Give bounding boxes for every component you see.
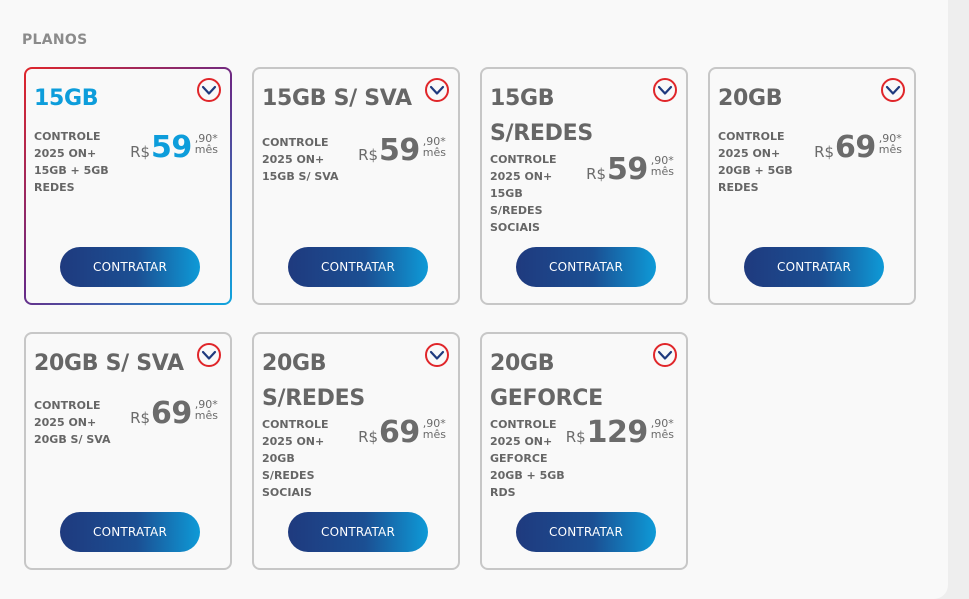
plan-description: CONTROLE 2025 ON+ 15GB + 5GB REDES — [34, 130, 109, 194]
contratar-button[interactable]: CONTRATAR — [288, 512, 428, 552]
plan-description: CONTROLE 2025 ON+ 20GB + 5GB REDES — [718, 130, 793, 194]
check-circle-icon[interactable] — [196, 342, 222, 368]
check-circle-icon[interactable] — [424, 77, 450, 103]
plan-title: 15GB S/REDES — [490, 86, 593, 146]
plan-price: R$ 59 ,90* mês — [586, 152, 674, 187]
plan-title: 20GB S/REDES — [262, 351, 365, 411]
plan-price: R$ 69 ,90* mês — [358, 415, 446, 450]
contratar-button[interactable]: CONTRATAR — [516, 247, 656, 287]
plans-panel: PLANOS 15GB CONTROLE 2025 ON+ 15GB + 5GB RE… — [0, 0, 948, 599]
plan-price: R$ 69 ,90* mês — [130, 396, 218, 431]
contratar-button[interactable]: CONTRATAR — [744, 247, 884, 287]
plan-description: CONTROLE 2025 ON+ 20GB S/REDES SOCIAIS — [262, 418, 329, 499]
contratar-button[interactable]: CONTRATAR — [60, 512, 200, 552]
check-circle-icon[interactable] — [424, 342, 450, 368]
plan-card-15gb-s-sva[interactable]: 15GB S/ SVA CONTROLE 2025 ON+ 15GB S/ SVA … — [252, 67, 460, 305]
plan-card-20gb[interactable]: 20GB CONTROLE 2025 ON+ 20GB + 5GB REDES R$ 6… — [708, 67, 916, 305]
check-circle-icon[interactable] — [652, 342, 678, 368]
check-circle-icon[interactable] — [196, 77, 222, 103]
plan-description: CONTROLE 2025 ON+ 15GB S/REDES SOCIAIS — [490, 153, 557, 234]
plan-price: R$ 59 ,90* mês — [358, 133, 446, 168]
plan-description: CONTROLE 2025 ON+ 20GB S/ SVA — [34, 399, 111, 446]
check-circle-icon[interactable] — [652, 77, 678, 103]
plan-title: 20GB GEFORCE — [490, 351, 603, 411]
plan-title: 15GB — [34, 86, 99, 111]
plan-price: R$ 69 ,90* mês — [814, 130, 902, 165]
plan-card-15gb-s-redes[interactable]: 15GB S/REDES CONTROLE 2025 ON+ 15GB S/REDES… — [480, 67, 688, 305]
contratar-button[interactable]: CONTRATAR — [288, 247, 428, 287]
plan-card-20gb-geforce[interactable]: 20GB GEFORCE CONTROLE 2025 ON+ GEFORCE 20GB… — [480, 332, 688, 570]
plan-description: CONTROLE 2025 ON+ GEFORCE 20GB + 5GB RDS — [490, 418, 565, 499]
plan-title: 15GB S/ SVA — [262, 86, 412, 111]
check-circle-icon[interactable] — [880, 77, 906, 103]
plan-title: 20GB S/ SVA — [34, 351, 184, 376]
plan-card-20gb-s-sva[interactable]: 20GB S/ SVA CONTROLE 2025 ON+ 20GB S/ SVA … — [24, 332, 232, 570]
plan-price: R$ 59 ,90* mês — [130, 130, 218, 165]
section-title: PLANOS — [22, 32, 88, 48]
plan-description: CONTROLE 2025 ON+ 15GB S/ SVA — [262, 136, 339, 183]
plan-price: R$ 129 ,90* mês — [565, 415, 674, 450]
plan-card-15gb[interactable]: 15GB CONTROLE 2025 ON+ 15GB + 5GB REDES R$ 5… — [24, 67, 232, 305]
plan-card-20gb-s-redes[interactable]: 20GB S/REDES CONTROLE 2025 ON+ 20GB S/REDES… — [252, 332, 460, 570]
contratar-button[interactable]: CONTRATAR — [516, 512, 656, 552]
contratar-button[interactable]: CONTRATAR — [60, 247, 200, 287]
plan-title: 20GB — [718, 86, 783, 111]
